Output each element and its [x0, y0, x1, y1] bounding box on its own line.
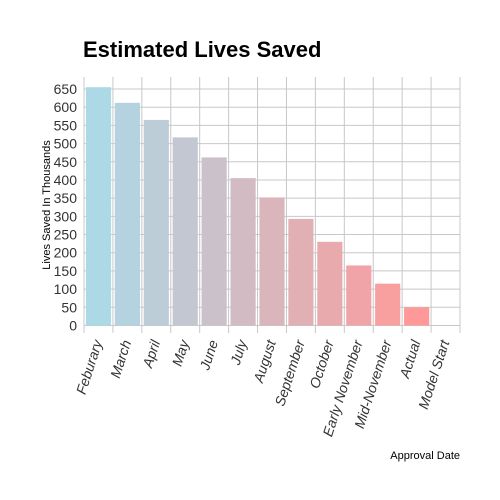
y-tick-label: 350	[54, 190, 78, 206]
bar	[172, 137, 198, 326]
bar	[259, 197, 285, 326]
y-axis-label: Lives Saved In Thousands	[41, 140, 53, 270]
x-tick-label: Actual	[396, 337, 424, 381]
x-tick-label: April	[139, 337, 163, 370]
bar	[201, 157, 227, 326]
bar	[288, 218, 314, 326]
bar	[114, 102, 140, 326]
y-tick-label: 150	[54, 263, 78, 279]
bar	[317, 241, 343, 326]
y-tick-label: 0	[69, 318, 77, 334]
bar	[375, 283, 401, 326]
y-tick-label: 400	[54, 172, 78, 188]
y-tick-label: 200	[54, 245, 78, 261]
bar	[230, 178, 256, 326]
x-tick-label: May	[169, 337, 193, 368]
y-tick-label: 50	[61, 299, 77, 315]
x-axis-label: Approval Date	[390, 450, 460, 462]
x-axis-ticks: Feburary March April May June July AugustSepte…	[73, 337, 453, 439]
y-tick-label: 600	[54, 99, 78, 115]
x-tick-label: March	[107, 338, 134, 380]
y-tick-label: 550	[54, 117, 78, 133]
bars	[85, 87, 430, 326]
y-tick-label: 250	[54, 227, 78, 243]
bar	[85, 87, 112, 326]
y-tick-label: 450	[54, 154, 78, 170]
y-tick-label: 100	[54, 281, 78, 297]
y-axis-ticks: 0 50 100 150 200 250 300 350 400 450 500 550 600 650	[54, 81, 78, 334]
x-tick-label: July	[227, 337, 251, 368]
x-tick-label: Feburary	[73, 337, 106, 396]
x-tick-label: August	[250, 337, 279, 385]
chart-title: Estimated Lives Saved	[83, 37, 321, 62]
x-tick-label: June	[196, 338, 221, 373]
bar	[346, 265, 372, 326]
y-tick-label: 650	[54, 81, 78, 97]
x-tick-label: October	[306, 337, 337, 391]
y-tick-label: 300	[54, 208, 78, 224]
bar	[404, 307, 430, 326]
bar	[143, 119, 169, 326]
y-tick-label: 500	[54, 136, 78, 152]
